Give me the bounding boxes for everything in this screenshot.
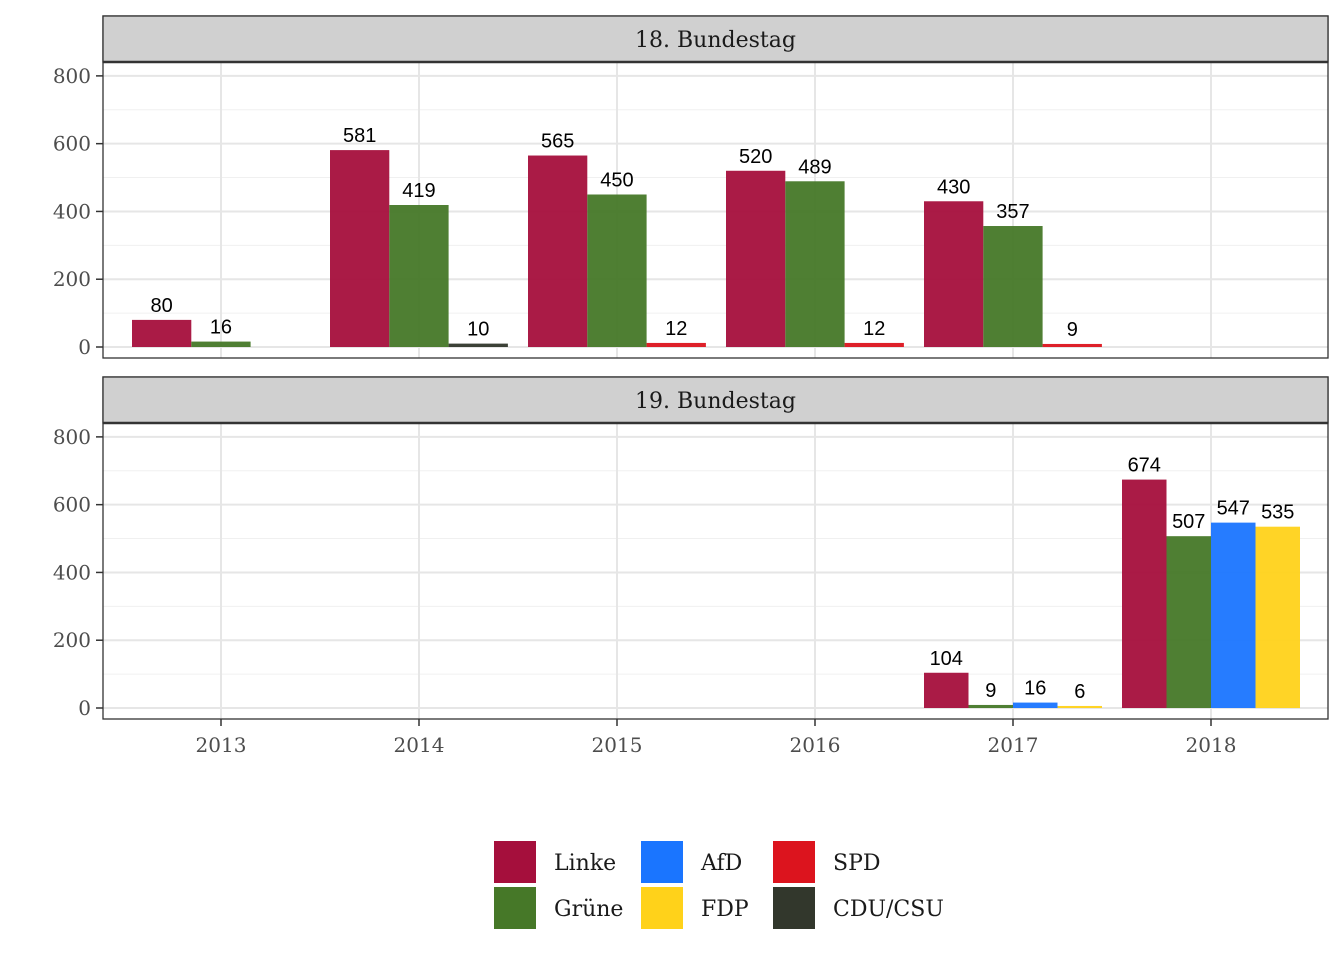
facet-title: 18. Bundestag (635, 28, 796, 53)
y-tick-label: 400 (53, 199, 91, 223)
legend-label-fdp: FDP (701, 897, 749, 922)
data-label-linke-2017: 104 (930, 648, 963, 670)
data-label-linke-2018: 674 (1128, 455, 1161, 477)
y-tick-label: 600 (53, 493, 91, 517)
data-label-gr-ne-2015: 450 (600, 169, 633, 191)
bar-gr-ne-2015 (587, 194, 647, 347)
facet-strip (102, 376, 1329, 424)
legend: Linke Grüne AfD FDP SPD CDU/CSU (494, 841, 944, 929)
bar-fdp-2018 (1255, 526, 1300, 708)
bar-spd-2015 (646, 342, 706, 347)
data-label-gr-ne-2013: 16 (210, 317, 232, 339)
data-label-gr-ne-2017: 357 (996, 201, 1029, 223)
y-tick-label: 800 (53, 64, 91, 88)
y-tick-label: 600 (53, 132, 91, 156)
bar-linke-2015 (528, 155, 588, 347)
legend-key-cdu-csu (773, 887, 815, 929)
y-tick-label: 0 (78, 696, 91, 720)
legend-key-afd (641, 841, 683, 883)
legend-key-gr-ne (494, 887, 536, 929)
bar-gr-ne-2016 (785, 181, 845, 347)
bar-spd-2017 (1042, 343, 1102, 347)
panel-background (103, 62, 1328, 358)
bar-gr-ne-2014 (389, 205, 449, 347)
data-label-linke-2015: 565 (541, 131, 574, 153)
bar-linke-2018 (1122, 479, 1167, 708)
bar-linke-2017 (924, 672, 969, 708)
x-tick-label-2015: 2015 (592, 733, 643, 757)
bar-linke-2017 (924, 201, 984, 347)
data-label-afd-2017: 16 (1024, 678, 1046, 700)
y-tick-label: 400 (53, 560, 91, 584)
legend-label-cdu-csu: CDU/CSU (833, 897, 944, 922)
bar-linke-2014 (330, 150, 390, 347)
legend-label-linke: Linke (554, 851, 616, 876)
data-label-spd-2017: 9 (1067, 319, 1078, 341)
bar-gr-ne-2018 (1166, 536, 1211, 708)
bar-spd-2016 (844, 342, 904, 347)
data-label-linke-2017: 430 (937, 176, 970, 198)
data-label-cdu-csu-2014: 10 (467, 319, 489, 341)
data-label-linke-2016: 520 (739, 146, 772, 168)
data-label-gr-ne-2018: 507 (1172, 511, 1205, 533)
bar-afd-2018 (1211, 522, 1256, 708)
x-tick-label-2018: 2018 (1186, 733, 1237, 757)
data-label-gr-ne-2016: 489 (798, 156, 831, 178)
y-tick-label: 200 (53, 628, 91, 652)
data-label-linke-2014: 581 (343, 125, 376, 147)
y-tick-label: 800 (53, 425, 91, 449)
data-label-afd-2018: 547 (1217, 498, 1250, 520)
data-label-spd-2015: 12 (665, 318, 687, 340)
bar-gr-ne-2017 (983, 226, 1043, 347)
x-tick-label-2014: 2014 (394, 733, 445, 757)
legend-label-afd: AfD (700, 851, 742, 876)
data-label-fdp-2018: 535 (1261, 502, 1294, 524)
legend-label-spd: SPD (833, 851, 881, 876)
y-tick-label: 0 (78, 335, 91, 359)
legend-key-fdp (641, 887, 683, 929)
bar-linke-2016 (726, 170, 786, 347)
data-label-gr-ne-2014: 419 (402, 180, 435, 202)
bar-linke-2013 (132, 319, 192, 347)
facet-title: 19. Bundestag (635, 389, 796, 414)
bar-afd-2017 (1013, 702, 1058, 708)
data-label-spd-2016: 12 (863, 318, 885, 340)
data-label-fdp-2017: 6 (1074, 681, 1085, 703)
y-tick-label: 200 (53, 267, 91, 291)
x-tick-label-2017: 2017 (988, 733, 1039, 757)
bar-fdp-2017 (1057, 705, 1102, 708)
x-tick-label-2016: 2016 (790, 733, 841, 757)
legend-key-linke (494, 841, 536, 883)
panel-2: 104 9 16 6 674 507 547 535 19. Bundestag 0 200 400 6… (53, 376, 1329, 720)
bar-gr-ne-2017 (968, 704, 1013, 708)
panel-1: 80 16 581 419 10 565 450 12 520 489 12 430 357 9 18. B… (53, 15, 1329, 359)
legend-key-spd (773, 841, 815, 883)
bar-gr-ne-2013 (191, 341, 251, 347)
data-label-linke-2013: 80 (151, 295, 173, 317)
legend-label-gr-ne: Grüne (554, 897, 623, 922)
facet-strip (102, 15, 1329, 63)
x-tick-label-2013: 2013 (196, 733, 247, 757)
data-label-gr-ne-2017: 9 (985, 680, 996, 702)
bar-cdu-csu-2014 (448, 343, 508, 347)
